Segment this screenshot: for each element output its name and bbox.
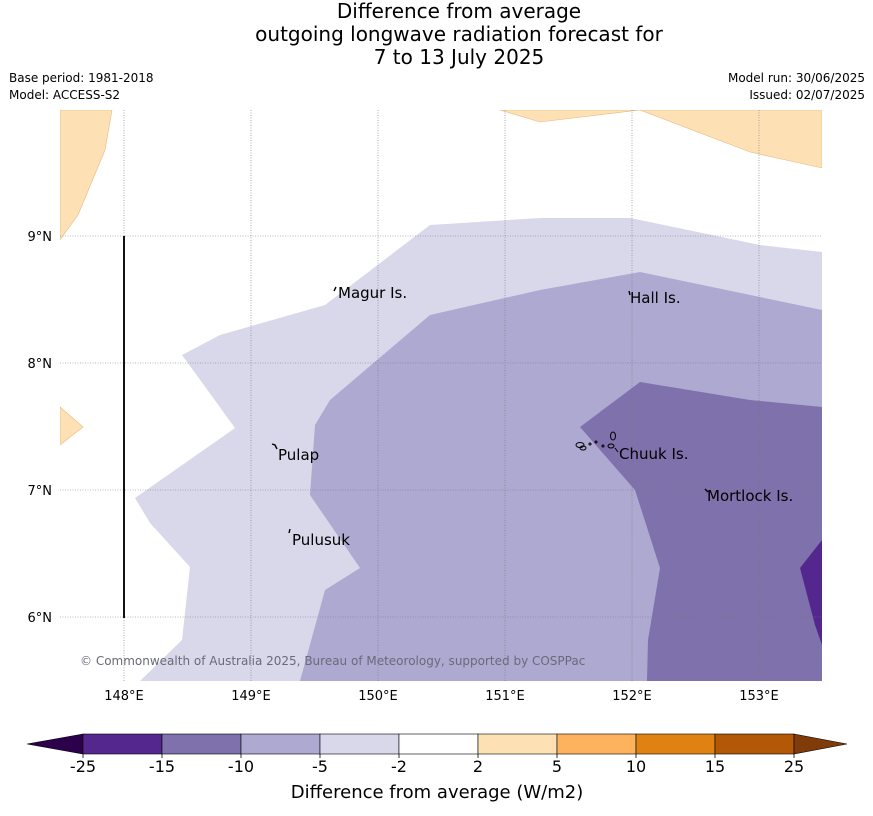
colorbar-tick-label: 15 (705, 757, 725, 776)
hall-island-mark (628, 290, 631, 296)
label-chuuk: Chuuk Is. (619, 445, 688, 463)
lon-tick-label: 152°E (612, 689, 652, 704)
lat-tick-label: 6°N (28, 611, 53, 626)
colorbar-tick-label: 5 (552, 757, 562, 776)
pulap-island-mark (271, 443, 278, 450)
pulusuk-island-mark (288, 528, 291, 534)
latitude-labels: 9°N 8°N 7°N 6°N (28, 230, 53, 626)
model-run-text: Model run: 30/06/2025 (727, 71, 865, 85)
model-text: Model: ACCESS-S2 (9, 88, 121, 102)
lat-tick-label: 9°N (28, 230, 53, 245)
colorbar-tick-label: -2 (391, 757, 407, 776)
colorbar-label: Difference from average (W/m2) (291, 782, 583, 803)
title-line-1: Difference from average (336, 0, 582, 23)
colorbar-segment (635, 733, 716, 755)
colorbar-segment (477, 733, 558, 755)
label-mortlock: Mortlock Is. (707, 487, 793, 505)
lat-tick-label: 7°N (28, 484, 53, 499)
base-period-text: Base period: 1981-2018 (9, 71, 154, 85)
lat-tick-label: 8°N (28, 357, 53, 372)
magur-island-mark (333, 286, 337, 292)
meta-right: Model run: 30/06/2025 Issued: 02/07/2025 (728, 70, 865, 104)
chuuk-lagoon-islands (575, 431, 619, 453)
colorbar-segment (161, 733, 242, 755)
colorbar: -25 -15 -10 -5 -2 2 5 10 15 25 (26, 733, 848, 776)
title-line-3: 7 to 13 July 2025 (373, 45, 545, 69)
lon-tick-label: 151°E (485, 689, 525, 704)
copyright-text: © Commonwealth of Australia 2025, Bureau… (80, 654, 585, 668)
colorbar-tick-label: -25 (70, 757, 96, 776)
island-markers (271, 286, 709, 534)
lon-tick-label: 148°E (104, 689, 144, 704)
colorbar-tick-label: 2 (473, 757, 483, 776)
label-pulap: Pulap (278, 446, 319, 464)
map-title: Difference from average outgoing longwav… (0, 0, 873, 69)
colorbar-extend-high (793, 733, 848, 755)
longitude-labels: 148°E 149°E 150°E 151°E 152°E 153°E (104, 689, 779, 704)
colorbar-tick-label: -10 (228, 757, 254, 776)
contour-band-minus25 (800, 540, 822, 645)
colorbar-tick-label: -5 (312, 757, 328, 776)
issued-text: Issued: 02/07/2025 (749, 88, 865, 102)
contour-band-plus2-top (499, 110, 822, 169)
colorbar-segment (714, 733, 795, 755)
colorbar-extend-low (26, 733, 84, 755)
label-hall: Hall Is. (630, 289, 681, 307)
contour-band-plus2-topleft (60, 110, 113, 241)
colorbar-tick-label: 10 (626, 757, 646, 776)
colorbar-tick-label: -15 (149, 757, 175, 776)
graticule (60, 110, 822, 681)
contour-band-minus15 (580, 382, 822, 681)
lon-tick-label: 149°E (231, 689, 271, 704)
title-line-2: outgoing longwave radiation forecast for (255, 22, 663, 46)
colorbar-segment (556, 733, 637, 755)
label-magur: Magur Is. (338, 284, 407, 302)
lon-tick-label: 153°E (739, 689, 779, 704)
colorbar-tick-label: 25 (784, 757, 804, 776)
label-pulusuk: Pulusuk (292, 531, 350, 549)
colorbar-segment (82, 733, 163, 755)
meta-left: Base period: 1981-2018 Model: ACCESS-S2 (9, 70, 154, 104)
mortlock-island-mark (704, 488, 709, 493)
colorbar-segment (398, 733, 479, 755)
colorbar-segment (319, 733, 400, 755)
place-labels: Magur Is. Hall Is. Pulap Chuuk Is. Mortl… (278, 284, 793, 549)
contour-band-plus2-left (60, 406, 84, 446)
lon-tick-label: 150°E (358, 689, 398, 704)
colorbar-segment (240, 733, 321, 755)
contour-layer (60, 110, 822, 681)
